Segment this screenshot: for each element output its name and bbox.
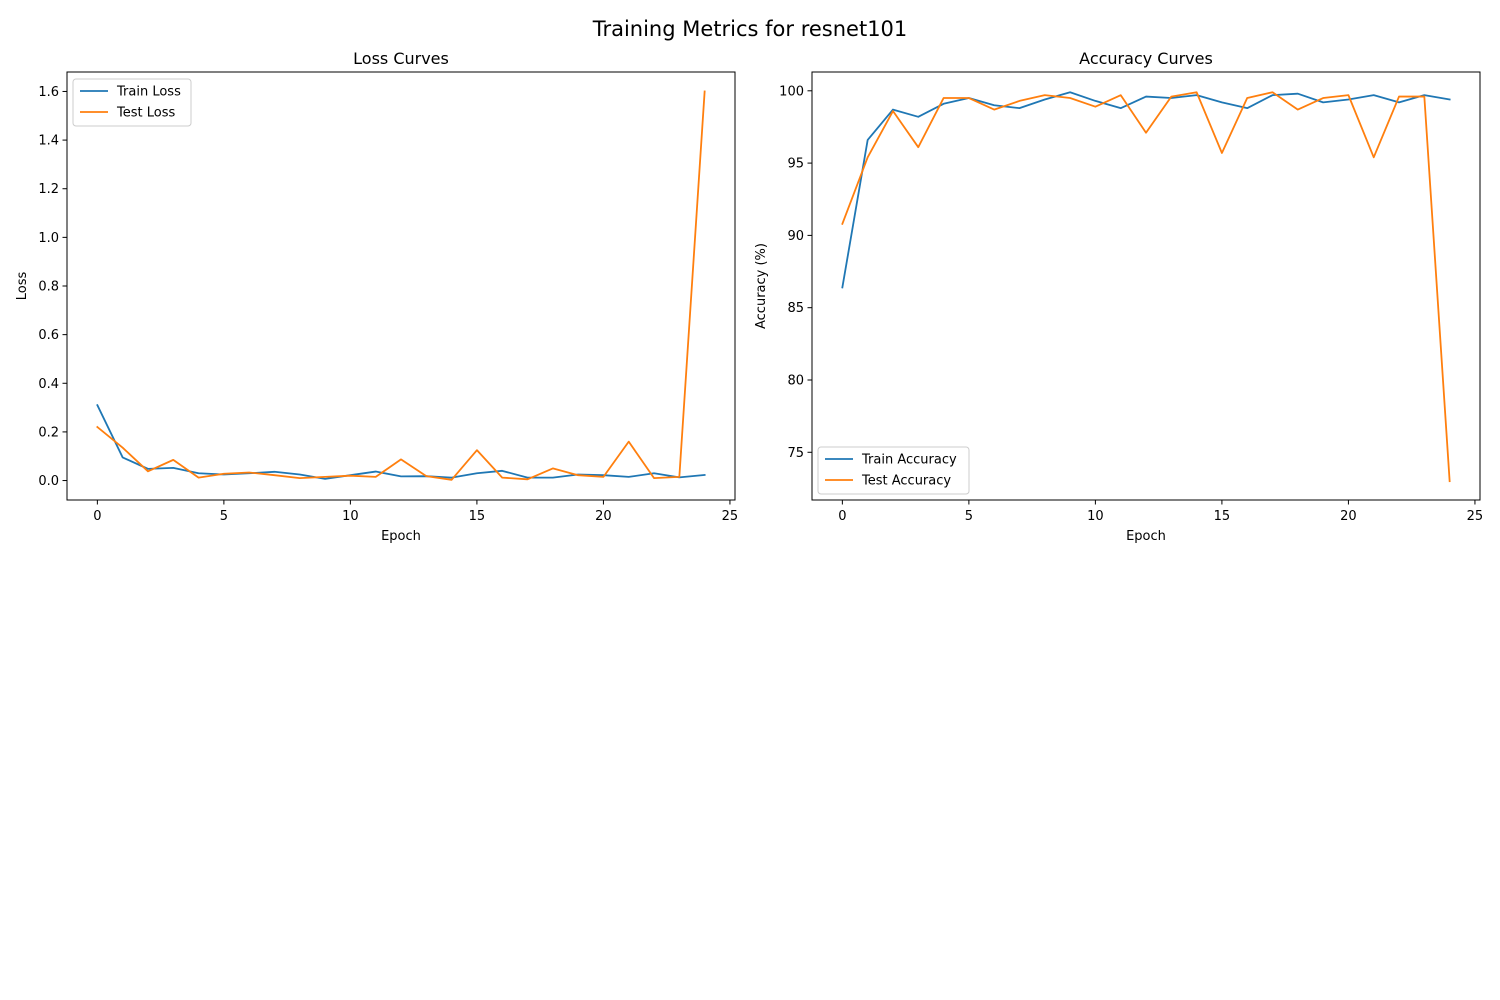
loss-xtick-label: 20	[595, 509, 612, 524]
loss-chart-title: Loss Curves	[353, 49, 449, 68]
accuracy-chart: 0 5 10 15 20 25 75 80 85 90 95 100 Accuracy Curves Ep…	[754, 49, 1483, 544]
loss-xtick-label: 5	[220, 509, 228, 524]
accuracy-legend: Train Accuracy Test Accuracy	[817, 446, 970, 495]
accuracy-xtick-label: 15	[1214, 509, 1231, 524]
accuracy-xtick-label: 20	[1340, 509, 1357, 524]
accuracy-ytick-label: 95	[787, 157, 804, 172]
loss-axes-background	[67, 72, 735, 500]
accuracy-legend-label-train: Train Accuracy	[861, 453, 957, 468]
accuracy-ytick-label: 75	[787, 446, 804, 461]
loss-ytick-label: 0.2	[38, 425, 59, 440]
loss-ytick-label: 0.0	[38, 474, 59, 489]
accuracy-series-test-line	[841, 91, 1451, 483]
accuracy-legend-label-test: Test Accuracy	[861, 474, 951, 489]
accuracy-legend-box	[817, 446, 970, 495]
loss-legend: Train Loss Test Loss	[72, 78, 192, 127]
loss-legend-label-train: Train Loss	[116, 85, 181, 100]
accuracy-axes-background	[812, 72, 1480, 500]
accuracy-series-train-line	[841, 91, 1451, 289]
accuracy-xtick-label: 0	[838, 509, 846, 524]
loss-legend-label-test: Test Loss	[116, 106, 175, 121]
accuracy-ytick-label: 85	[787, 301, 804, 316]
accuracy-ytick-label: 90	[787, 229, 804, 244]
accuracy-xtick-label: 5	[965, 509, 973, 524]
loss-y-axis-label: Loss	[15, 272, 30, 301]
accuracy-axes-frame	[811, 71, 1481, 501]
loss-xtick-label: 0	[93, 509, 101, 524]
accuracy-x-axis-label: Epoch	[1126, 529, 1166, 544]
loss-ytick-label: 1.0	[38, 231, 59, 246]
loss-ytick-label: 0.6	[38, 328, 59, 343]
accuracy-xtick-label: 10	[1087, 509, 1104, 524]
loss-chart: 0 5 10 15 20 25 0.0 0.2 0.4 0.6 0.8 1.0 1.2 1.4 1.6 Los…	[15, 49, 738, 544]
accuracy-xtick-label: 25	[1467, 509, 1484, 524]
loss-ytick-label: 0.8	[38, 280, 59, 295]
loss-xtick-label: 10	[342, 509, 359, 524]
loss-series-test-line	[96, 90, 706, 481]
figure-suptitle: Training Metrics for resnet101	[592, 17, 908, 41]
loss-series-train-line	[96, 403, 706, 480]
loss-ytick-label: 1.6	[38, 85, 59, 100]
loss-ytick-label: 0.4	[38, 377, 59, 392]
loss-x-axis-label: Epoch	[381, 529, 421, 544]
loss-xtick-label: 15	[469, 509, 486, 524]
loss-ytick-label: 1.4	[38, 134, 59, 149]
accuracy-ytick-label: 80	[787, 373, 804, 388]
accuracy-y-axis-label: Accuracy (%)	[754, 243, 769, 329]
accuracy-ytick-label: 100	[779, 84, 804, 99]
accuracy-chart-title: Accuracy Curves	[1079, 49, 1213, 68]
loss-xtick-label: 25	[722, 509, 739, 524]
loss-ytick-label: 1.2	[38, 182, 59, 197]
